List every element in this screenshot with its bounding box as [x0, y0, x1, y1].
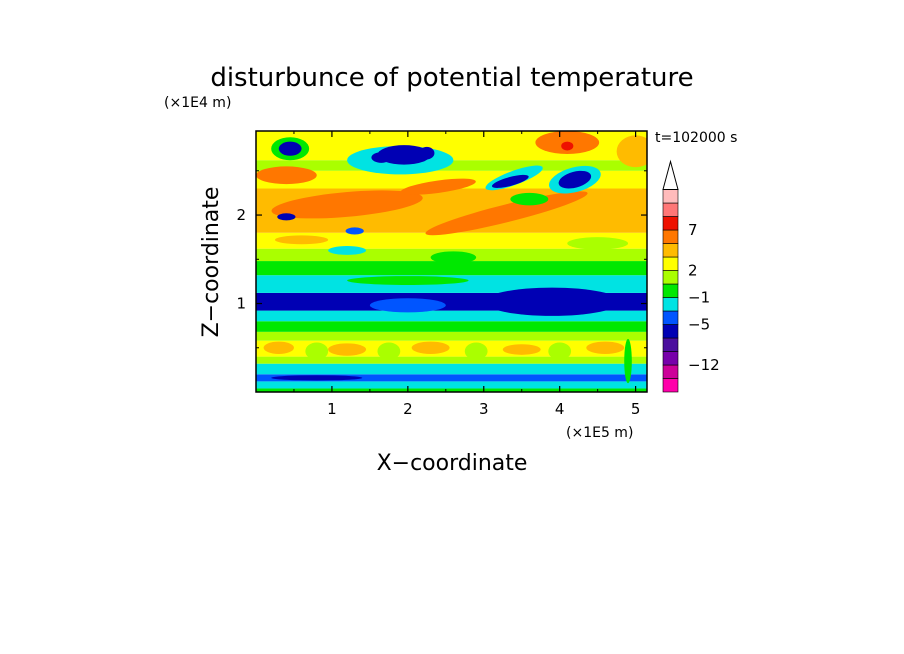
field-blob-5: [616, 135, 647, 168]
contour-field: [256, 131, 647, 392]
field-blob-19: [345, 227, 364, 235]
colorbar-swatch-0: [662, 378, 679, 393]
field-blob-15: [419, 146, 435, 160]
colorbar-label: −12: [688, 356, 720, 374]
field-blob-21: [430, 251, 477, 264]
y-tick-label: 2: [236, 206, 246, 224]
field-blob-37: [624, 338, 632, 384]
field-band-11: [256, 261, 647, 276]
field-band-2: [256, 374, 647, 382]
colorbar-swatch-8: [662, 270, 679, 285]
field-band-7: [256, 321, 647, 332]
y-tick-label: 1: [236, 295, 246, 313]
colorbar-swatch-13: [662, 202, 679, 217]
colorbar-swatch-6: [662, 297, 679, 312]
colorbar-extend-arrow: [662, 159, 679, 190]
x-tick-label: 2: [403, 400, 413, 418]
field-blob-20: [328, 246, 367, 255]
colorbar-swatch-1: [662, 364, 679, 379]
field-blob-25: [483, 287, 621, 316]
colorbar-swatch-3: [662, 337, 679, 352]
x-tick-label: 3: [479, 400, 489, 418]
colorbar-swatch-10: [662, 243, 679, 258]
field-band-6: [256, 331, 647, 341]
colorbar-swatch-14: [662, 189, 679, 204]
colorbar-swatch-5: [662, 310, 679, 325]
field-band-4: [256, 356, 647, 364]
field-band-16: [256, 160, 647, 171]
x-axis-label: X−coordinate: [377, 451, 528, 476]
y-scale-label: (×1E4 m): [164, 95, 231, 111]
field-blob-24: [347, 276, 469, 285]
x-axis: 1 2 3 4 5: [293, 131, 641, 418]
y-axis-label: Z−coordinate: [199, 187, 224, 338]
colorbar-swatch-4: [662, 324, 679, 339]
field-blob-30: [502, 344, 541, 355]
field-blob-32: [305, 342, 329, 361]
x-tick-label: 5: [631, 400, 641, 418]
field-blob-13: [377, 145, 431, 165]
colorbar: 7 2 −1 −5 −12: [662, 159, 720, 393]
field-blob-31: [586, 341, 625, 354]
field-band-3: [256, 363, 647, 375]
x-tick-label: 1: [327, 400, 337, 418]
field-blob-22: [567, 237, 629, 250]
colorbar-swatch-12: [662, 216, 679, 231]
colorbar-swatch-2: [662, 351, 679, 366]
colorbar-label: −1: [688, 289, 710, 307]
colorbar-label: −5: [688, 316, 710, 334]
x-scale-label: (×1E5 m): [566, 425, 633, 441]
colorbar-swatch-11: [662, 229, 679, 244]
field-blob-36: [271, 375, 363, 381]
field-blob-28: [328, 343, 367, 356]
field-blob-17: [558, 170, 592, 189]
y-axis: 12: [236, 170, 647, 349]
colorbar-label: 7: [688, 221, 698, 239]
colorbar-swatch-9: [662, 256, 679, 271]
field-blob-35: [548, 342, 572, 361]
field-blob-26: [369, 298, 446, 313]
field-band-13: [256, 232, 647, 249]
chart-title: disturbunce of potential temperature: [210, 63, 693, 93]
colorbar-swatch-7: [662, 283, 679, 298]
field-blob-33: [377, 342, 401, 361]
field-blob-23: [274, 235, 329, 245]
field-blob-16: [491, 174, 529, 188]
time-label: t=102000 s: [655, 130, 737, 146]
field-blob-10: [510, 192, 549, 206]
x-tick-label: 4: [555, 400, 565, 418]
field-blob-18: [277, 213, 296, 221]
field-blob-2: [256, 166, 317, 185]
field-blob-34: [464, 342, 488, 361]
field-blob-29: [411, 341, 450, 354]
field-band-1: [256, 381, 647, 389]
field-blob-6: [561, 141, 574, 151]
field-blob-27: [263, 341, 294, 354]
field-blob-1: [425, 191, 588, 236]
field-band-0: [256, 388, 647, 392]
field-blob-14: [371, 152, 392, 163]
field-blob-12: [278, 141, 302, 156]
field-blob-3: [400, 178, 476, 195]
plot-frame: [255, 130, 648, 393]
field-blob-0: [271, 190, 423, 219]
field-band-8: [256, 310, 647, 322]
colorbar-label: 2: [688, 262, 698, 280]
